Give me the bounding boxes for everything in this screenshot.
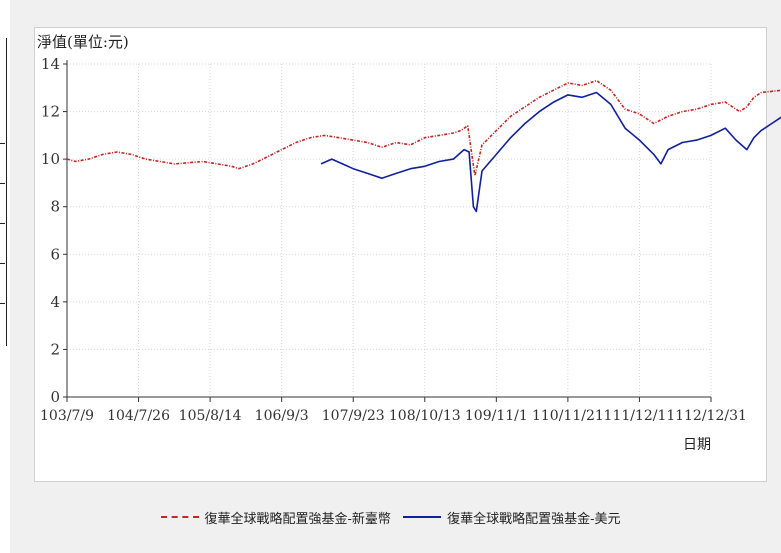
strip-tick bbox=[0, 183, 5, 184]
y-tick-label: 8 bbox=[50, 198, 60, 216]
legend-item-usd: 復華全球戰略配置強基金-美元 bbox=[403, 508, 620, 527]
x-tick-label: 112/12/31 bbox=[675, 408, 747, 424]
legend-swatch-twd bbox=[160, 516, 199, 518]
left-edge-strip bbox=[0, 38, 7, 346]
x-tick-label: 103/7/9 bbox=[40, 408, 94, 424]
x-axis-label: 日期 bbox=[683, 437, 711, 453]
legend-label-twd: 復華全球戰略配置強基金-新臺幣 bbox=[204, 511, 391, 527]
y-tick-label: 10 bbox=[41, 150, 60, 168]
x-tick-label: 111/12/11 bbox=[604, 408, 676, 424]
strip-tick bbox=[0, 223, 5, 224]
y-tick-label: 4 bbox=[50, 293, 60, 311]
y-tick-label: 0 bbox=[50, 388, 60, 406]
y-tick-label: 6 bbox=[50, 245, 60, 263]
y-tick-label: 12 bbox=[41, 103, 60, 121]
y-axis-label: 淨值(單位:元) bbox=[37, 33, 129, 51]
x-tick-label: 110/11/21 bbox=[532, 408, 604, 424]
legend: 復華全球戰略配置強基金-新臺幣 復華全球戰略配置強基金-美元 bbox=[0, 507, 781, 527]
x-tick-label: 105/8/14 bbox=[179, 408, 242, 424]
strip-tick bbox=[0, 303, 5, 304]
series-line-twd bbox=[66, 79, 781, 177]
x-tick-label: 109/11/1 bbox=[465, 408, 528, 424]
y-tick-label: 2 bbox=[50, 340, 60, 358]
y-tick-label: 14 bbox=[41, 55, 60, 73]
x-tick-label: 108/10/13 bbox=[389, 408, 461, 424]
series-line-usd bbox=[320, 91, 781, 213]
strip-tick bbox=[0, 143, 5, 144]
x-tick-label: 104/7/26 bbox=[107, 408, 170, 424]
strip-tick bbox=[0, 263, 5, 264]
legend-swatch-usd bbox=[403, 516, 442, 518]
x-tick-label: 106/9/3 bbox=[255, 408, 309, 424]
x-tick-label: 107/9/23 bbox=[322, 408, 385, 424]
legend-label-usd: 復華全球戰略配置強基金-美元 bbox=[447, 511, 621, 527]
legend-item-twd: 復華全球戰略配置強基金-新臺幣 bbox=[160, 508, 391, 527]
